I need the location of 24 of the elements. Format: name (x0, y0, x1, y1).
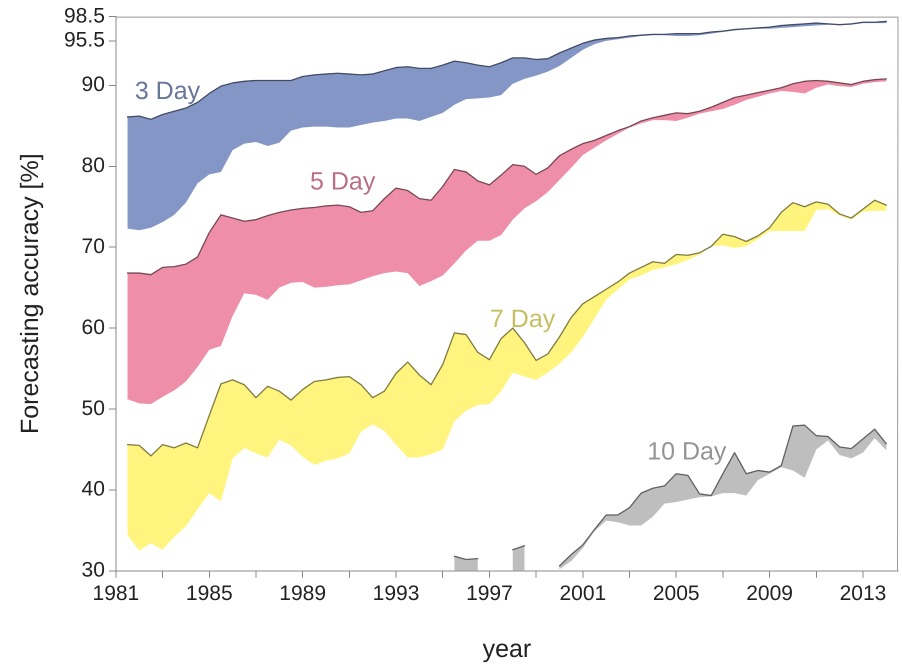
x-tick-label: 2013 (840, 582, 886, 606)
x-tick-label: 1997 (466, 582, 513, 606)
y-tick-label: 98.5 (64, 4, 105, 28)
x-axis-title: year (482, 634, 532, 663)
x-tick-label: 2001 (559, 582, 606, 606)
series-label: 5 Day (310, 168, 376, 196)
y-tick-label: 80 (82, 154, 105, 178)
x-tick-label: 1993 (372, 582, 420, 606)
y-tick-label: 70 (82, 234, 105, 258)
series-label: 10 Day (647, 438, 727, 466)
x-tick-label: 2005 (652, 582, 700, 606)
y-tick-label: 40 (82, 478, 105, 501)
series-label: 3 Day (134, 76, 201, 105)
y-axis-title: Forecasting accuracy [%] (16, 153, 44, 434)
y-tick-label: 60 (82, 316, 105, 339)
x-tick-label: 2009 (746, 582, 793, 606)
y-tick-label: 30 (82, 558, 105, 582)
y-tick-label: 50 (82, 396, 105, 420)
y-tick-label: 90 (82, 73, 105, 96)
x-tick-label: 1981 (92, 582, 140, 606)
series-label: 7 Day (490, 305, 556, 334)
y-tick-label: 95.5 (64, 28, 105, 52)
x-tick-label: 1985 (186, 582, 233, 606)
x-tick-label: 1989 (279, 582, 326, 606)
